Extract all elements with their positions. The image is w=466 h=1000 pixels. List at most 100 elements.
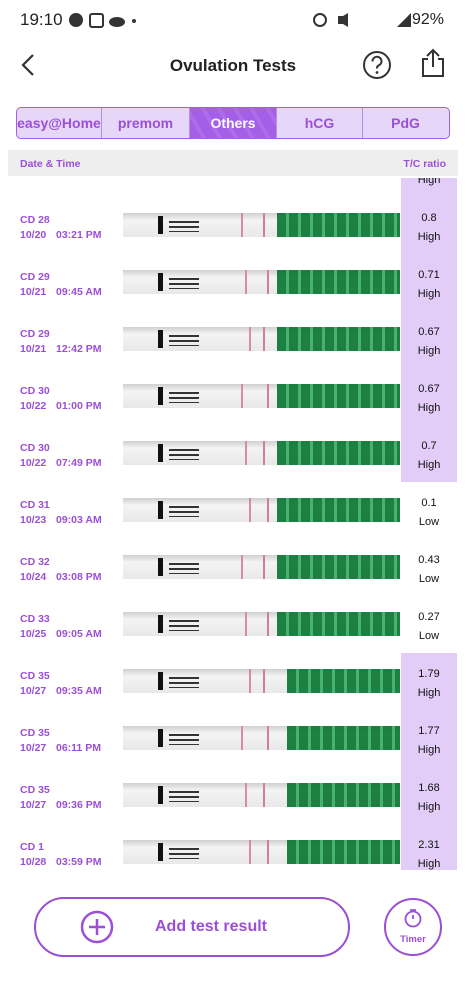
cycle-day: CD 35 xyxy=(20,727,50,739)
test-strip-image xyxy=(123,213,400,237)
date-time: 10/21 12:42 PM xyxy=(20,343,102,355)
test-strip-image xyxy=(123,327,400,351)
test-strip-image xyxy=(123,270,400,294)
ratio-cell-bg xyxy=(401,311,457,368)
level: High xyxy=(417,459,441,471)
test-list: High CD 28 10/20 03:21 PM 0.8 High CD 29 10/21 0… xyxy=(0,178,466,870)
add-test-label: Add test result xyxy=(154,918,267,935)
strip-test-line xyxy=(263,783,265,807)
date-time: 10/23 09:03 AM xyxy=(20,514,102,526)
test-strip-image xyxy=(123,498,400,522)
strip-test-line xyxy=(267,840,269,864)
strip-control-line xyxy=(241,384,243,408)
date-time: 10/24 03:08 PM xyxy=(20,571,102,583)
strip-control-line xyxy=(241,555,243,579)
status-icons xyxy=(69,13,136,28)
date: 10/21 xyxy=(20,286,47,298)
test-row[interactable]: CD 29 10/21 12:42 PM 0.67 High xyxy=(0,311,466,368)
date: 10/27 xyxy=(20,742,47,754)
level: High xyxy=(417,288,441,300)
date: 10/27 xyxy=(20,799,47,811)
level: High xyxy=(417,858,441,870)
tab[interactable]: Others xyxy=(190,108,277,138)
ratio-cell-bg xyxy=(401,824,457,870)
tab[interactable]: premom xyxy=(102,108,190,138)
strip-test-line xyxy=(263,441,265,465)
strip-wrapper xyxy=(287,669,400,693)
test-row[interactable]: CD 35 10/27 09:35 AM 1.79 High xyxy=(0,653,466,710)
timer-button[interactable]: Timer xyxy=(384,898,442,956)
tc-ratio: 0.1 xyxy=(421,497,437,509)
ratio-cell-bg xyxy=(401,178,457,197)
strip-control-line xyxy=(249,498,251,522)
level: High xyxy=(417,231,441,243)
tc-ratio: 0.8 xyxy=(421,212,437,224)
test-row[interactable]: CD 30 10/22 07:49 PM 0.7 High xyxy=(0,425,466,482)
ratio-cell-bg xyxy=(401,653,457,710)
strip-wrapper xyxy=(287,783,400,807)
strip-test-line xyxy=(267,498,269,522)
level: High xyxy=(417,345,441,357)
tc-ratio: 1.68 xyxy=(418,782,440,794)
time: 09:36 PM xyxy=(56,799,102,811)
test-row[interactable]: CD 33 10/25 09:05 AM 0.27 Low xyxy=(0,596,466,653)
ratio-cell-bg xyxy=(401,710,457,767)
strip-handle xyxy=(158,330,163,348)
strip-wrapper xyxy=(277,555,400,579)
level: High xyxy=(417,402,441,414)
level: High xyxy=(417,687,441,699)
add-test-button[interactable]: Add test result xyxy=(34,897,350,957)
date: 10/22 xyxy=(20,400,47,412)
cycle-day: CD 30 xyxy=(20,385,50,397)
test-strip-image xyxy=(123,840,400,864)
time: 06:11 PM xyxy=(56,742,101,754)
ratio-cell-bg xyxy=(401,197,457,254)
level: Low xyxy=(418,573,440,585)
strip-arrows xyxy=(169,674,199,688)
date-time: 10/22 01:00 PM xyxy=(20,400,102,412)
timer-label: Timer xyxy=(400,934,426,945)
test-row[interactable]: CD 28 10/20 03:21 PM 0.8 High xyxy=(0,197,466,254)
time: 01:00 PM xyxy=(56,400,102,412)
strip-test-line xyxy=(263,669,265,693)
time: 12:42 PM xyxy=(56,343,102,355)
help-button[interactable] xyxy=(362,50,392,80)
strip-control-line xyxy=(245,783,247,807)
strip-wrapper xyxy=(277,270,400,294)
tab[interactable]: easy@Home xyxy=(17,108,102,138)
tc-ratio: 0.7 xyxy=(421,440,437,452)
date: 10/27 xyxy=(20,685,47,697)
tab[interactable]: hCG xyxy=(277,108,363,138)
strip-control-line xyxy=(245,612,247,636)
back-button[interactable] xyxy=(18,52,42,78)
time: 03:08 PM xyxy=(56,571,102,583)
date-time: 10/27 09:35 AM xyxy=(20,685,102,697)
test-strip-image xyxy=(123,726,400,750)
tc-ratio: 0.27 xyxy=(418,611,440,623)
strip-handle xyxy=(158,501,163,519)
strip-wrapper xyxy=(277,327,400,351)
test-row[interactable]: CD 32 10/24 03:08 PM 0.43 Low xyxy=(0,539,466,596)
battery: 92% xyxy=(411,11,444,28)
cycle-day: CD 29 xyxy=(20,328,50,340)
test-row[interactable]: CD 31 10/23 09:03 AM 0.1 Low xyxy=(0,482,466,539)
strip-test-line xyxy=(263,213,265,237)
time: 09:35 AM xyxy=(56,685,102,697)
share-button[interactable] xyxy=(420,48,446,78)
test-row[interactable]: CD 35 10/27 09:36 PM 1.68 High xyxy=(0,767,466,824)
date-time: 10/25 09:05 AM xyxy=(20,628,102,640)
tc-ratio: 0.67 xyxy=(418,383,440,395)
date: 10/20 xyxy=(20,229,47,241)
test-row[interactable]: CD 30 10/22 01:00 PM 0.67 High xyxy=(0,368,466,425)
test-row[interactable]: CD 29 10/21 09:45 AM 0.71 High xyxy=(0,254,466,311)
strip-arrows xyxy=(169,275,199,289)
strip-wrapper xyxy=(277,441,400,465)
date-time: 10/22 07:49 PM xyxy=(20,457,102,469)
strip-arrows xyxy=(169,218,199,232)
strip-test-line xyxy=(263,555,265,579)
test-row[interactable]: CD 1 10/28 03:59 PM 2.31 High xyxy=(0,824,466,870)
tab[interactable]: PdG xyxy=(391,115,420,131)
test-row[interactable]: CD 35 10/27 06:11 PM 1.77 High xyxy=(0,710,466,767)
strip-test-line xyxy=(267,384,269,408)
